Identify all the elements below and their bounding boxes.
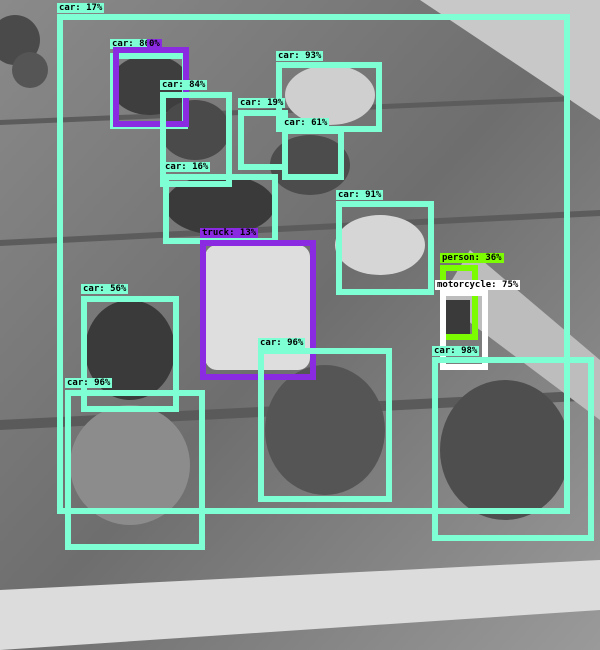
detection-box-motorcycle	[440, 290, 488, 370]
detection-label: 0%	[147, 39, 162, 49]
detection-box-car	[65, 390, 205, 550]
detection-label: car: 84%	[160, 80, 208, 90]
detection-box-car	[57, 14, 570, 514]
detection-label: car: 86%	[110, 39, 158, 49]
detection-label: truck: 13%	[200, 228, 259, 238]
detection-box-car	[81, 296, 179, 412]
detection-label: car: 96%	[258, 338, 306, 348]
detection-box-car	[238, 110, 288, 170]
detection-label: car: 98%	[432, 346, 480, 356]
detection-label: person: 36%	[440, 253, 504, 263]
detection-label: car: 61%	[282, 118, 330, 128]
detection-box-car	[160, 92, 232, 187]
detection-box-car	[282, 128, 344, 180]
detection-label: car: 93%	[276, 51, 324, 61]
detection-box-car	[432, 357, 594, 541]
detection-box-car	[258, 348, 392, 502]
detection-label: car: 56%	[81, 284, 129, 294]
detection-label: car: 16%	[163, 162, 211, 172]
detection-label: car: 91%	[336, 190, 384, 200]
detection-box-car	[336, 201, 434, 295]
detection-label: car: 19%	[238, 98, 286, 108]
detection-label: motorcycle: 75%	[435, 280, 521, 290]
detection-label: car: 96%	[65, 378, 113, 388]
detection-label: car: 17%	[57, 3, 105, 13]
